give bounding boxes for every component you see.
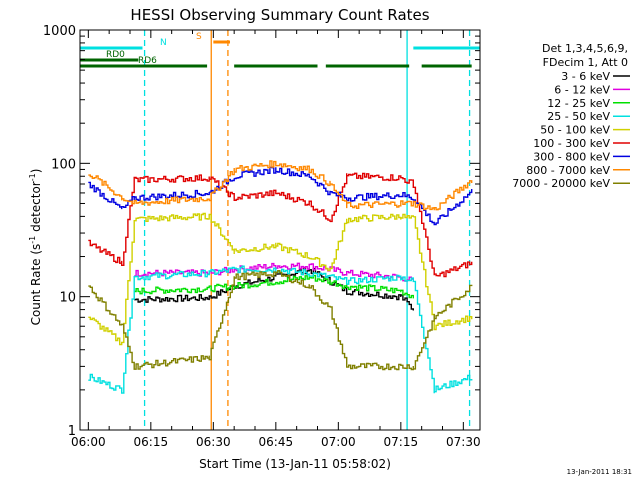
state-bar-label: RD0 [106,50,125,60]
x-tick-label: 07:30 [446,435,481,449]
y-tick-label: 100 [51,157,76,172]
series-line [134,274,414,299]
state-bars: N RD0 RD6 S [80,32,480,68]
legend-label: 25 - 50 keV [547,110,610,123]
state-bar-label: N [160,38,167,48]
legend-label: 300 - 800 keV [533,150,610,163]
plot-frame [79,29,481,431]
legend-label: 3 - 6 keV [561,70,610,83]
x-axis-label: Start Time (13-Jan-11 05:58:02) [199,457,391,471]
x-tick-label: 06:15 [134,435,169,449]
series-line [88,172,473,278]
legend-label: 6 - 12 keV [554,83,610,96]
state-bar-label: S [196,32,202,42]
legend-label: 50 - 100 keV [540,124,610,137]
y-tick-label: 10 [59,291,76,306]
x-tick-label: 07:00 [321,435,356,449]
legend: Det 1,3,4,5,6,9, FDecim 1, Att 0 3 - 6 k… [512,42,630,190]
series-line [134,262,414,282]
legend-label: 7000 - 20000 keV [512,177,610,190]
state-bar-label: RD6 [138,56,157,66]
series-line [88,265,473,394]
date-stamp: 13-Jan-2011 18:31 [567,468,632,476]
y-tick-label: 1000 [43,24,76,39]
series-lines [88,160,473,394]
y-tick-label: 1 [68,424,76,439]
y-axis-label: Count Rate (s-1 detector-1) [28,169,43,326]
x-tick-label: 07:15 [384,435,419,449]
legend-label: 100 - 300 keV [533,137,610,150]
series-line [88,160,473,211]
y-axis: 1 10 100 1000 [43,24,480,439]
x-tick-label: 06:00 [71,435,106,449]
x-axis: 06:00 06:15 06:30 06:45 07:00 07:15 07:30 [71,30,481,449]
x-tick-label: 06:45 [259,435,294,449]
chart-title: HESSI Observing Summary Count Rates [130,6,429,24]
series-line [88,270,473,371]
series-line [88,212,473,346]
legend-label: 12 - 25 keV [547,97,610,110]
x-tick-label: 06:30 [196,435,231,449]
series-line [134,267,414,311]
legend-header-1: Det 1,3,4,5,6,9, [542,42,628,55]
series-line [88,166,473,226]
plot-area: N RD0 RD6 S [79,29,481,431]
legend-header-2: FDecim 1, Att 0 [543,56,628,69]
legend-label: 800 - 7000 keV [526,164,610,177]
event-markers [143,30,471,430]
